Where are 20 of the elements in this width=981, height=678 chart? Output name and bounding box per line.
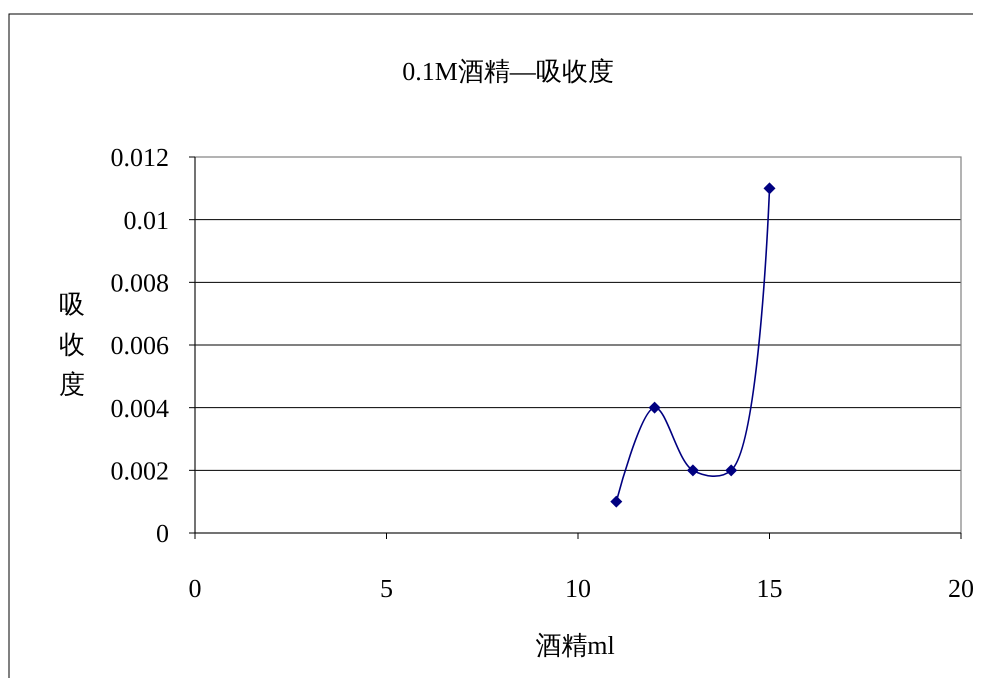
y-axis-title: 吸收度 (59, 290, 85, 399)
x-tick-label: 5 (380, 574, 393, 603)
chart-title: 0.1M酒精—吸收度 (402, 57, 614, 86)
y-tick-label: 0 (156, 519, 169, 548)
x-tick-label: 0 (188, 574, 202, 603)
point (610, 496, 622, 508)
y-tick-label: 0.01 (124, 206, 169, 235)
y-tick-label: 0.002 (110, 456, 169, 486)
y-tick-label: 0.008 (110, 268, 169, 298)
point (725, 464, 738, 476)
x-tick-label: 15 (756, 574, 782, 603)
x-tick-label: 20 (948, 574, 974, 603)
point (764, 182, 776, 194)
x-tick-label: 10 (565, 574, 591, 603)
y-tick-label: 0.012 (110, 143, 169, 172)
point (648, 402, 661, 414)
point (686, 464, 699, 476)
y-tick-label: 0.006 (110, 331, 169, 360)
y-tick-label: 0.004 (110, 394, 169, 423)
x-axis-title: 酒精ml (535, 631, 615, 660)
